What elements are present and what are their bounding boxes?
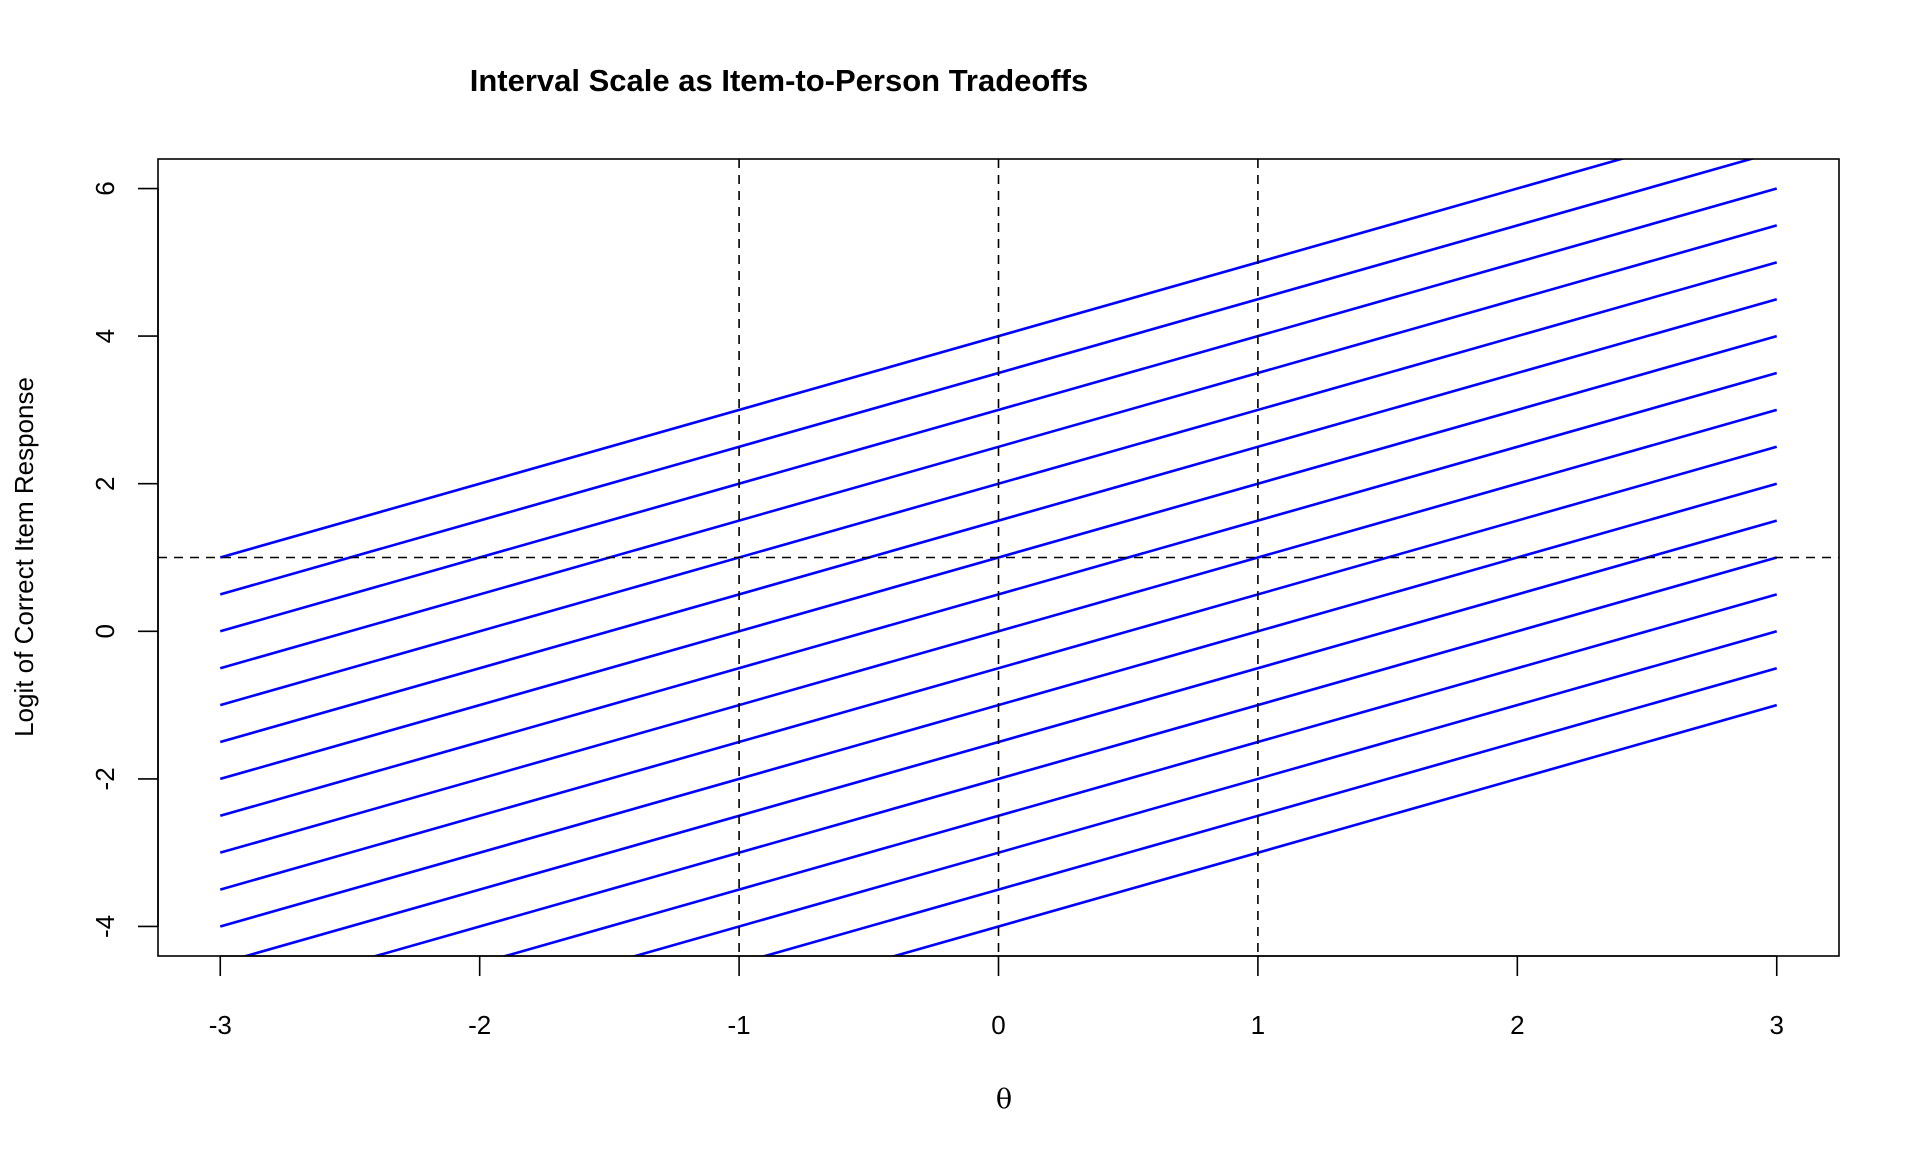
x-tick-label: 1 [1251,1010,1265,1040]
y-tick-label: 2 [90,476,120,490]
y-tick-label: -2 [90,767,120,790]
series-line-3 [219,224,1778,670]
y-tick-label: 6 [90,181,120,195]
y-tick-label: 4 [90,329,120,343]
x-axis: -3 -2 -1 0 1 2 3 [209,955,1784,1040]
x-tick-label: 0 [991,1010,1005,1040]
series-line-9 [219,445,1778,891]
y-axis-label: Logit of Correct Item Response [9,377,39,737]
x-tick-label: -1 [728,1010,751,1040]
x-tick-label: -2 [468,1010,491,1040]
y-axis: -4 -2 0 2 4 6 [90,181,159,938]
chart-title: Interval Scale as Item-to-Person Tradeof… [470,63,1089,98]
series-line-15 [760,666,1778,956]
y-tick-label: 0 [90,624,120,638]
x-axis-label: θ [996,1084,1012,1115]
reference-lines [158,159,1839,956]
series-line-12 [371,556,1778,956]
y-tick-label: -4 [90,915,120,938]
x-tick-label: -3 [209,1010,232,1040]
series-line-16 [889,703,1778,956]
x-tick-label: 2 [1510,1010,1524,1040]
series-line-5 [219,297,1778,744]
x-tick-label: 3 [1770,1010,1784,1040]
